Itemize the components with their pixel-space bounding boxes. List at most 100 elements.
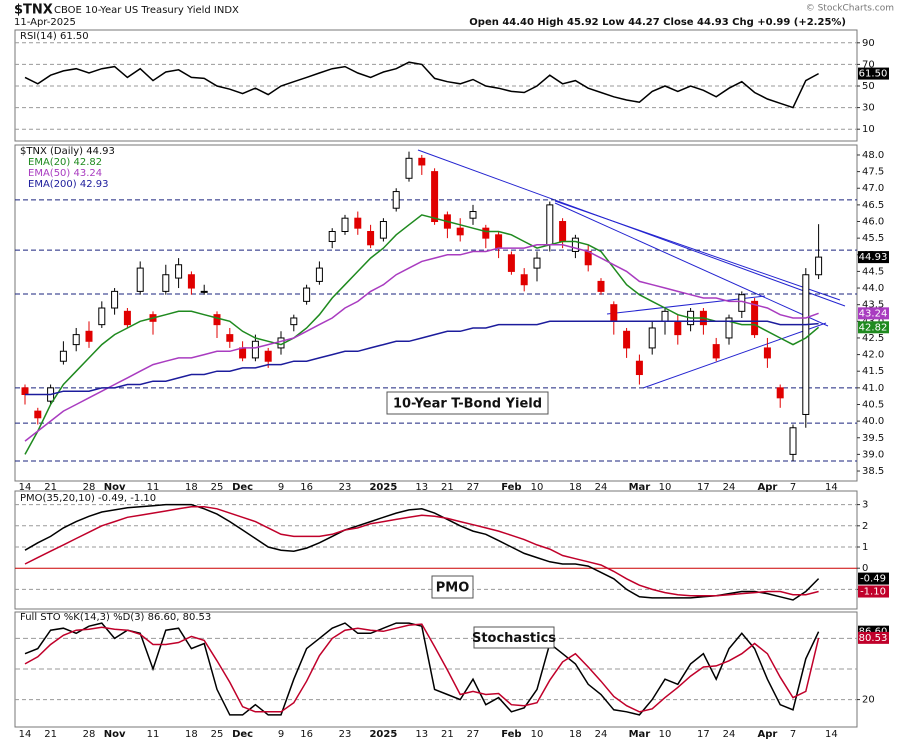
- x-tick-label: Feb: [501, 482, 521, 493]
- candle-body: [469, 211, 477, 219]
- x-tick-label: 14: [825, 729, 838, 740]
- x-tick-label: 23: [339, 482, 352, 493]
- candle-body: [315, 267, 323, 282]
- panel-title: Full STO %K(14,3) %D(3) 86.60, 80.53: [20, 612, 211, 623]
- candle-body: [98, 307, 106, 326]
- trend-line: [554, 202, 829, 327]
- x-tick-label: 16: [300, 482, 313, 493]
- y-tick-label: 20: [862, 695, 875, 706]
- x-tick-label: 24: [723, 729, 736, 740]
- candle-body: [162, 274, 170, 292]
- x-tick-label: 14: [19, 729, 32, 740]
- value-tag-label: 42.82: [859, 322, 888, 333]
- y-tick-label: 42.0: [862, 350, 884, 361]
- candle-body: [635, 360, 643, 376]
- candle-body: [213, 314, 221, 326]
- candle-body: [584, 250, 592, 266]
- value-tag: [858, 251, 889, 264]
- value-tag-label: -0.49: [860, 574, 886, 585]
- pmo-frame: [14, 490, 858, 610]
- panel-title: PMO(35,20,10) -0.49, -1.10: [20, 493, 156, 504]
- x-tick-label: 18: [569, 729, 582, 740]
- y-tick-label: 46.0: [862, 217, 884, 228]
- candle-body: [482, 227, 490, 239]
- candle-body: [328, 230, 336, 242]
- y-tick-label: 45.5: [862, 233, 884, 244]
- x-tick-label: Nov: [104, 482, 126, 493]
- candle-body: [200, 290, 208, 293]
- candle-body: [776, 387, 784, 399]
- y-tick-label: 40.0: [862, 416, 884, 427]
- annotation-box: [431, 575, 474, 599]
- value-tag: [858, 572, 889, 585]
- candle-body: [354, 217, 362, 229]
- candle-body: [251, 340, 259, 359]
- x-tick-label: Apr: [757, 482, 777, 493]
- candle-body: [379, 221, 387, 239]
- candle-body: [85, 330, 93, 342]
- x-tick-label: Nov: [104, 729, 126, 740]
- candle-body: [367, 230, 375, 246]
- y-tick-label: 47.5: [862, 167, 884, 178]
- candle-body: [290, 317, 298, 326]
- x-tick-label: Feb: [501, 729, 521, 740]
- x-tick-label: 10: [531, 482, 544, 493]
- candle-body: [533, 257, 541, 269]
- candle-body: [546, 204, 554, 246]
- y-tick-label: 90: [862, 38, 875, 49]
- y-tick-label: 48.0: [862, 150, 884, 161]
- candle-body: [763, 347, 771, 359]
- trend-lines: [417, 149, 846, 389]
- y-tick-label: 40.5: [862, 399, 884, 410]
- y-tick-label: 30: [862, 103, 875, 114]
- x-tick-label: 7: [790, 729, 796, 740]
- value-tag-label: 61.50: [859, 69, 888, 80]
- x-tick-label: 18: [569, 482, 582, 493]
- x-tick-label: 24: [595, 482, 608, 493]
- y-tick-label: 50: [862, 81, 875, 92]
- y-tick-label: 39.5: [862, 433, 884, 444]
- value-tag: [858, 321, 889, 334]
- candle-body: [802, 274, 810, 415]
- trend-line: [642, 322, 827, 389]
- legend-entry: EMA(20) 42.82: [28, 157, 102, 168]
- series-line: [24, 214, 820, 455]
- value-tag-label: 43.24: [859, 308, 888, 319]
- panel-title: $TNX (Daily) 44.93: [20, 146, 115, 157]
- x-tick-label: 11: [147, 482, 160, 493]
- candle-body: [136, 267, 144, 292]
- candle-body: [597, 280, 605, 292]
- series-line: [25, 320, 819, 396]
- candle-body: [405, 157, 413, 179]
- x-tick-label: 27: [467, 482, 480, 493]
- candle-body: [303, 287, 311, 302]
- y-tick-label: 47.0: [862, 183, 884, 194]
- x-tick-label: 25: [211, 482, 224, 493]
- candle-body: [789, 427, 797, 455]
- x-tick-label: 28: [83, 482, 96, 493]
- value-tag-label: -1.10: [860, 587, 886, 598]
- x-tick-label: 10: [659, 482, 672, 493]
- candle-body: [187, 274, 195, 289]
- candle-body: [341, 217, 349, 232]
- candle-body: [111, 290, 119, 309]
- candle-body: [392, 191, 400, 209]
- value-tag: [858, 631, 889, 644]
- x-tick-label: 17: [697, 729, 710, 740]
- y-tick-label: 1: [862, 542, 868, 553]
- x-tick-label: 21: [441, 482, 454, 493]
- candle-body: [175, 264, 183, 279]
- x-tick-label: 11: [147, 729, 160, 740]
- candle-body: [226, 334, 234, 342]
- annotation: PMO: [436, 581, 470, 596]
- y-tick-label: 0: [862, 563, 868, 574]
- candle-body: [59, 350, 67, 362]
- series-line: [24, 503, 820, 601]
- candle-body: [712, 344, 720, 359]
- x-tick-label: Dec: [232, 482, 253, 493]
- x-tick-label: 28: [83, 729, 96, 740]
- y-tick-label: 44.5: [862, 266, 884, 277]
- x-tick-label: 14: [19, 482, 32, 493]
- candle-body: [239, 347, 247, 359]
- y-tick-label: 44.0: [862, 283, 884, 294]
